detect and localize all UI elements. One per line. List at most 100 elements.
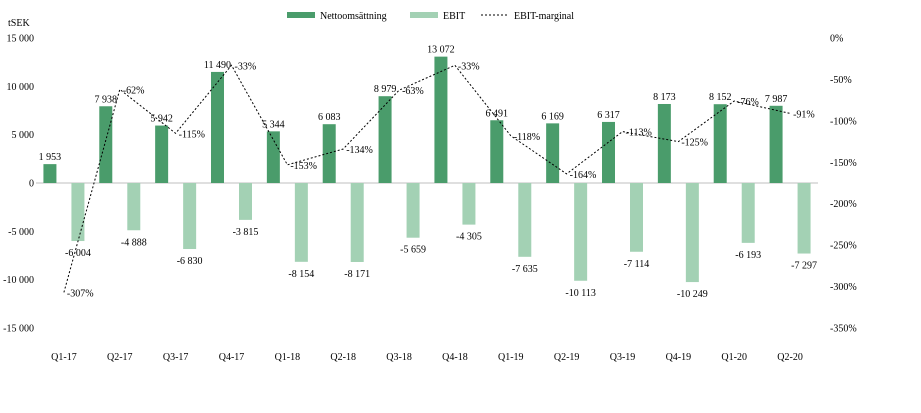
margin-line <box>63 64 791 293</box>
x-tick-label: Q4-19 <box>666 352 692 363</box>
data-label-ebit: -6 830 <box>177 256 203 267</box>
data-label-margin: -118% <box>514 132 540 143</box>
bar-ebit <box>294 183 308 262</box>
bar-ebit <box>350 183 364 262</box>
legend: Nettoomsättning EBIT EBIT-marginal <box>287 11 574 22</box>
x-tick-label: Q2-19 <box>554 352 580 363</box>
y-tick-label: 10 000 <box>7 82 35 93</box>
bar-ebit <box>127 183 141 231</box>
data-label-net: 11 490 <box>204 60 231 71</box>
data-label-margin: -63% <box>402 86 424 97</box>
data-label-margin: -307% <box>67 288 94 299</box>
data-label-ebit: -7 114 <box>624 259 649 270</box>
x-tick-label: Q4-17 <box>219 352 245 363</box>
data-label-margin: -134% <box>346 145 373 156</box>
data-label-net: 6 169 <box>541 111 564 122</box>
data-label-net: 8 173 <box>653 92 676 103</box>
y-tick-label: 15 000 <box>7 34 35 45</box>
x-tick-label: Q4-18 <box>442 352 468 363</box>
bar-net <box>266 131 280 183</box>
data-label-net: 8 979 <box>374 84 397 95</box>
y2-tick-label: -250% <box>830 241 857 252</box>
data-label-net: 6 083 <box>318 112 341 123</box>
data-label-net: 7 987 <box>765 94 788 105</box>
x-tick-label: Q1-17 <box>51 352 77 363</box>
bar-net <box>546 123 560 183</box>
bar-net <box>155 125 169 183</box>
bar-ebit <box>406 183 420 238</box>
bar-ebit <box>797 183 811 254</box>
legend-swatch-net <box>287 12 315 18</box>
data-label-ebit: -8 154 <box>288 269 314 280</box>
data-label-net: 1 953 <box>39 152 62 163</box>
data-label-margin: -62% <box>123 85 145 96</box>
data-label-ebit: -4 888 <box>121 237 147 248</box>
data-label-ebit: -7 297 <box>791 261 817 272</box>
x-tick-label: Q2-17 <box>107 352 133 363</box>
bar-ebit <box>741 183 755 243</box>
data-label-margin: -113% <box>626 128 652 139</box>
data-label-ebit: -5 659 <box>400 245 426 256</box>
y-axis-label: tSEK <box>8 18 30 29</box>
data-label-ebit: -8 171 <box>344 269 370 280</box>
data-label-ebit: -3 815 <box>233 227 259 238</box>
axes: -15 000 -10 000 -5 000 0 5 000 10 000 15 000 -3… <box>3 34 857 364</box>
y-tick-label: -15 000 <box>3 324 34 335</box>
bars <box>43 56 811 283</box>
y2-tick-label: -50% <box>830 75 852 86</box>
x-tick-label: Q2-18 <box>330 352 356 363</box>
data-label-ebit: -10 113 <box>565 288 595 299</box>
data-label-ebit: -4 305 <box>456 232 482 243</box>
data-label-margin: -91% <box>793 109 815 120</box>
bar-ebit <box>630 183 643 252</box>
x-tick-label: Q3-17 <box>163 352 189 363</box>
bar-net <box>378 96 392 183</box>
bar-ebit <box>574 183 588 281</box>
y-tick-label: 0 <box>29 179 34 190</box>
data-label-margin: -125% <box>681 138 708 149</box>
bar-ebit <box>183 183 197 250</box>
y-tick-label: 5 000 <box>12 130 35 141</box>
bar-net <box>99 106 113 183</box>
data-label-margin: -115% <box>179 129 205 140</box>
bar-ebit <box>239 183 252 220</box>
x-tick-label: Q3-18 <box>386 352 412 363</box>
data-label-ebit: -10 249 <box>677 289 708 300</box>
x-tick-label: Q1-20 <box>721 352 747 363</box>
data-label-margin: -164% <box>570 170 597 181</box>
legend-label-margin: EBIT-marginal <box>514 11 574 22</box>
y2-tick-label: -150% <box>830 158 857 169</box>
y-tick-label: -5 000 <box>8 227 34 238</box>
data-label-net: 6 491 <box>486 108 509 119</box>
bar-ebit <box>685 183 699 283</box>
margin-line-path <box>63 64 791 293</box>
bar-net <box>211 71 224 183</box>
data-label-margin: -33% <box>235 61 257 72</box>
data-label-net: 7 938 <box>95 94 118 105</box>
bar-net <box>602 121 615 183</box>
data-label-ebit: -6 004 <box>65 248 91 259</box>
data-label-net: 8 152 <box>709 92 732 103</box>
x-tick-label: Q3-19 <box>610 352 636 363</box>
y2-tick-label: 0% <box>830 34 843 45</box>
y2-tick-label: -350% <box>830 324 857 335</box>
y2-tick-label: -300% <box>830 282 857 293</box>
bar-net <box>490 120 504 183</box>
bar-net <box>434 56 448 184</box>
data-label-margin: -33% <box>458 61 480 72</box>
bar-net <box>769 105 783 183</box>
bar-ebit <box>462 183 476 225</box>
bar-net <box>322 124 336 183</box>
data-label-ebit: -7 635 <box>512 264 538 275</box>
data-label-margin: -153% <box>290 161 317 172</box>
data-label-net: 5 942 <box>150 114 173 125</box>
bar-net <box>657 103 671 183</box>
bar-net <box>43 164 57 183</box>
data-label-ebit: -6 193 <box>735 250 761 261</box>
data-label-net: 5 344 <box>262 119 285 130</box>
data-label-net: 6 317 <box>597 110 620 121</box>
legend-swatch-ebit <box>410 12 438 18</box>
y-tick-label: -10 000 <box>3 275 34 286</box>
bar-net <box>713 104 727 183</box>
